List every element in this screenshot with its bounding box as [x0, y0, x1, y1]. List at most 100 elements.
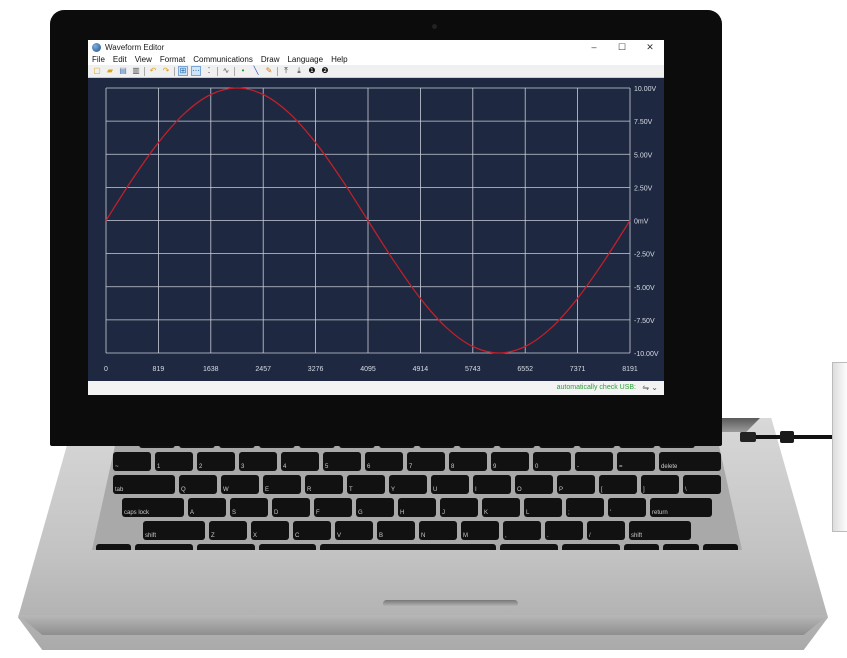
close-button[interactable]: ✕ — [646, 42, 654, 52]
toolbar-separator — [174, 66, 175, 76]
laptop-base-edge — [18, 615, 828, 635]
keyboard-key: V — [335, 521, 373, 540]
keyboard-row: caps lock A S D F G H J K L; ' return — [96, 498, 738, 517]
keyboard-key: shift — [143, 521, 205, 540]
waveform-plot[interactable]: 10.00V 7.50V 5.00V 2.50V 0mV -2.50V -5.00V -7.5… — [88, 78, 664, 381]
x-tick-label: 6552 — [517, 366, 533, 373]
usb-cable — [740, 431, 847, 443]
menu-language[interactable]: Language — [287, 55, 324, 64]
dot-icon[interactable]: • — [241, 66, 245, 75]
menu-draw[interactable]: Draw — [260, 55, 280, 64]
x-tick-label: 1638 — [203, 366, 219, 373]
keyboard-key: R — [305, 475, 343, 494]
new-file-icon[interactable]: ▢ — [93, 66, 101, 75]
toolbar-separator — [277, 66, 278, 76]
toolbar: ▢ ▰ ▤ ▥ ↶ ↷ ⊞ ⋯ ⁚ ∿ • ╲ ✎ ⤒ ⤓ ❶ ❷ — [88, 65, 664, 78]
keyboard-key: T — [347, 475, 385, 494]
usb-toggle-icon[interactable]: ⇋ ⌄ — [642, 383, 658, 392]
keyboard-key: Z — [209, 521, 247, 540]
keyboard-key: shift — [629, 521, 691, 540]
channel-2-icon[interactable]: ❷ — [321, 66, 329, 75]
keyboard-key: I — [473, 475, 511, 494]
keyboard-key: J — [440, 498, 478, 517]
keyboard-key: ◀ — [623, 544, 660, 550]
keyboard-key: return — [650, 498, 712, 517]
y-tick-label: -2.50V — [634, 252, 655, 259]
webcam — [432, 24, 437, 29]
keyboard-key: 8 — [449, 452, 487, 471]
menu-file[interactable]: File — [92, 55, 105, 64]
waveform-chart[interactable]: 10.00V 7.50V 5.00V 2.50V 0mV -2.50V -5.00V -7.5… — [88, 78, 664, 381]
keyboard-key: ▲▼ — [663, 544, 699, 550]
upload-icon[interactable]: ⤒ — [284, 66, 288, 75]
x-tick-label: 3276 — [308, 366, 324, 373]
keyboard-key: 3 — [239, 452, 277, 471]
maximize-button[interactable]: ☐ — [617, 42, 627, 52]
status-bar: automatically check USB: ⇋ ⌄ — [88, 381, 664, 395]
keyboard-key: 6 — [365, 452, 403, 471]
x-tick-label: 4095 — [360, 366, 376, 373]
window-title: Waveform Editor — [105, 42, 165, 52]
keyboard-key: K — [482, 498, 520, 517]
undo-icon[interactable]: ↶ — [149, 66, 157, 75]
external-device — [832, 362, 847, 532]
keyboard-key: option — [562, 544, 620, 550]
x-tick-label: 8191 — [622, 366, 638, 373]
keyboard-key: 9 — [491, 452, 529, 471]
x-tick-label: 4914 — [413, 366, 429, 373]
minimize-button[interactable]: – — [591, 42, 597, 52]
x-tick-label: 0 — [104, 366, 108, 373]
x-tick-label: 819 — [153, 366, 165, 373]
keyboard-key: control — [135, 544, 194, 550]
keyboard-key: command — [258, 544, 317, 550]
keyboard-key: X — [251, 521, 289, 540]
y-tick-label: -10.00V — [634, 351, 659, 358]
keyboard-key: B — [377, 521, 415, 540]
title-bar: Waveform Editor – ☐ ✕ — [88, 40, 664, 54]
point-mode-icon[interactable]: ⁚ — [207, 66, 211, 75]
select-mode-icon[interactable]: ⊞ — [178, 66, 188, 76]
app-window: Waveform Editor – ☐ ✕ File Edit View Format… — [88, 40, 664, 395]
waveform-icon[interactable]: ∿ — [222, 66, 230, 75]
menu-bar: File Edit View Format Communications Draw Lang… — [88, 54, 664, 65]
keyboard-key: - — [575, 452, 613, 471]
keyboard-key: \ — [683, 475, 721, 494]
pencil-line-icon[interactable]: ╲ — [253, 66, 259, 75]
keyboard-key: ' — [608, 498, 646, 517]
keyboard: escF1F2F3F4F5F6F7F8F9F10F11F12⏏~12345678… — [92, 432, 742, 550]
menu-communications[interactable]: Communications — [193, 55, 253, 64]
keyboard-key: 7 — [407, 452, 445, 471]
freehand-pencil-icon[interactable]: ✎ — [265, 66, 273, 75]
keyboard-key: = — [617, 452, 655, 471]
download-icon[interactable]: ⤓ — [297, 66, 301, 75]
menu-help[interactable]: Help — [331, 55, 348, 64]
keyboard-key: / — [587, 521, 625, 540]
y-tick-label: 7.50V — [634, 119, 653, 126]
print-icon[interactable]: ▤ — [119, 66, 127, 75]
keyboard-row: ~1 2 3 4 5 6 7 8 9 0- = delete — [96, 452, 738, 471]
keyboard-key: A — [188, 498, 226, 517]
menu-edit[interactable]: Edit — [112, 55, 127, 64]
keyboard-key — [320, 544, 497, 550]
keyboard-key: option — [197, 544, 255, 550]
usb-status-text: automatically check USB: — [556, 384, 636, 391]
keyboard-key: tab — [113, 475, 175, 494]
keyboard-row: fncontroloptioncommandcommandoption◀▲▼▶ — [96, 544, 738, 550]
line-mode-icon[interactable]: ⋯ — [191, 66, 201, 76]
keyboard-row: tab Q W E R T Y U I O P[] \ — [96, 475, 738, 494]
redo-icon[interactable]: ↷ — [162, 66, 170, 75]
keyboard-key: [ — [599, 475, 637, 494]
keyboard-key: ] — [641, 475, 679, 494]
keyboard-key: 1 — [155, 452, 193, 471]
open-folder-icon[interactable]: ▰ — [106, 66, 114, 75]
keyboard-key: M — [461, 521, 499, 540]
save-icon[interactable]: ▥ — [132, 66, 140, 75]
menu-view[interactable]: View — [134, 55, 152, 64]
channel-1-icon[interactable]: ❶ — [308, 66, 316, 75]
keyboard-row: shift Z X C V B N M,. / shift — [96, 521, 738, 540]
keyboard-key: H — [398, 498, 436, 517]
y-tick-label: 0mV — [634, 219, 649, 226]
menu-format[interactable]: Format — [159, 55, 186, 64]
y-tick-label: -5.00V — [634, 285, 655, 292]
keyboard-key: L — [524, 498, 562, 517]
